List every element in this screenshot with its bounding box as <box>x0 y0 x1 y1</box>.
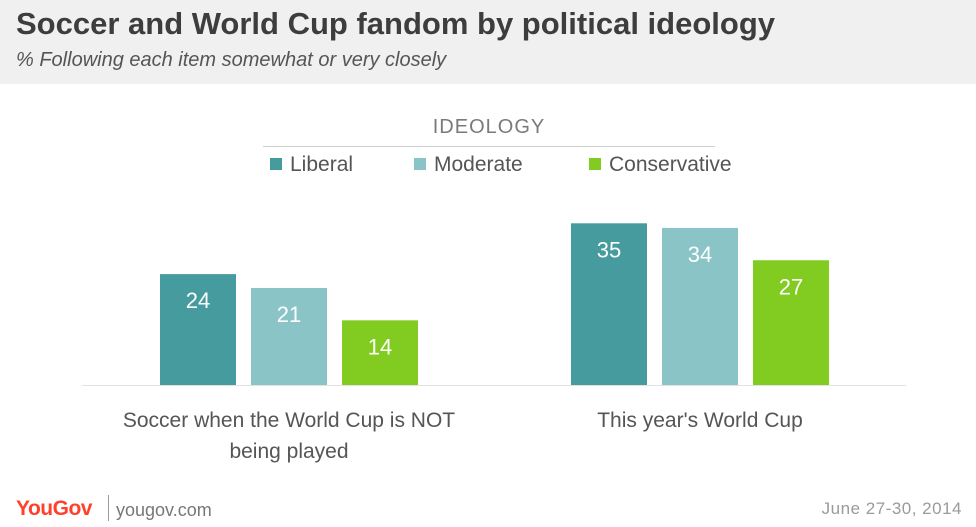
yougov-logo: YouGov <box>16 497 92 520</box>
data-label-conservative-1: 27 <box>779 274 803 299</box>
bar-moderate-0 <box>251 287 327 385</box>
data-label-moderate-0: 21 <box>277 302 301 327</box>
data-label-moderate-1: 34 <box>688 242 712 267</box>
legend-item-conservative: Conservative <box>589 153 732 177</box>
legend-swatch-moderate <box>414 158 426 170</box>
footer-url[interactable]: yougov.com <box>116 500 212 520</box>
bar-conservative-0 <box>342 320 418 385</box>
data-label-conservative-0: 14 <box>368 334 392 359</box>
survey-date: June 27-30, 2014 <box>821 499 962 518</box>
legend-label-moderate: Moderate <box>434 153 523 176</box>
bar-liberal-1 <box>571 223 647 385</box>
legend-item-moderate: Moderate <box>414 153 523 177</box>
footer-separator <box>108 495 109 521</box>
bar-moderate-1 <box>662 227 738 385</box>
data-label-liberal-0: 24 <box>186 288 210 313</box>
header-band: Soccer and World Cup fandom by political… <box>0 0 976 84</box>
legend-label-conservative: Conservative <box>609 153 732 176</box>
category-label-1-line-0: This year's World Cup <box>597 409 803 432</box>
bar-liberal-0 <box>160 274 236 385</box>
category-label-0-line-0: Soccer when the World Cup is NOT <box>123 409 455 432</box>
data-label-liberal-1: 35 <box>597 237 621 262</box>
legend-divider <box>263 146 715 147</box>
chart-title: Soccer and World Cup fandom by political… <box>16 6 776 41</box>
chart-subtitle: % Following each item somewhat or very c… <box>16 49 447 71</box>
legend-swatch-conservative <box>589 158 601 170</box>
legend-title: IDEOLOGY <box>432 116 546 138</box>
legend-item-liberal: Liberal <box>270 153 353 177</box>
bar-conservative-1 <box>753 260 829 385</box>
legend-label-liberal: Liberal <box>290 153 354 176</box>
category-label-0-line-1: being played <box>229 440 348 463</box>
legend-swatch-liberal <box>270 158 282 170</box>
